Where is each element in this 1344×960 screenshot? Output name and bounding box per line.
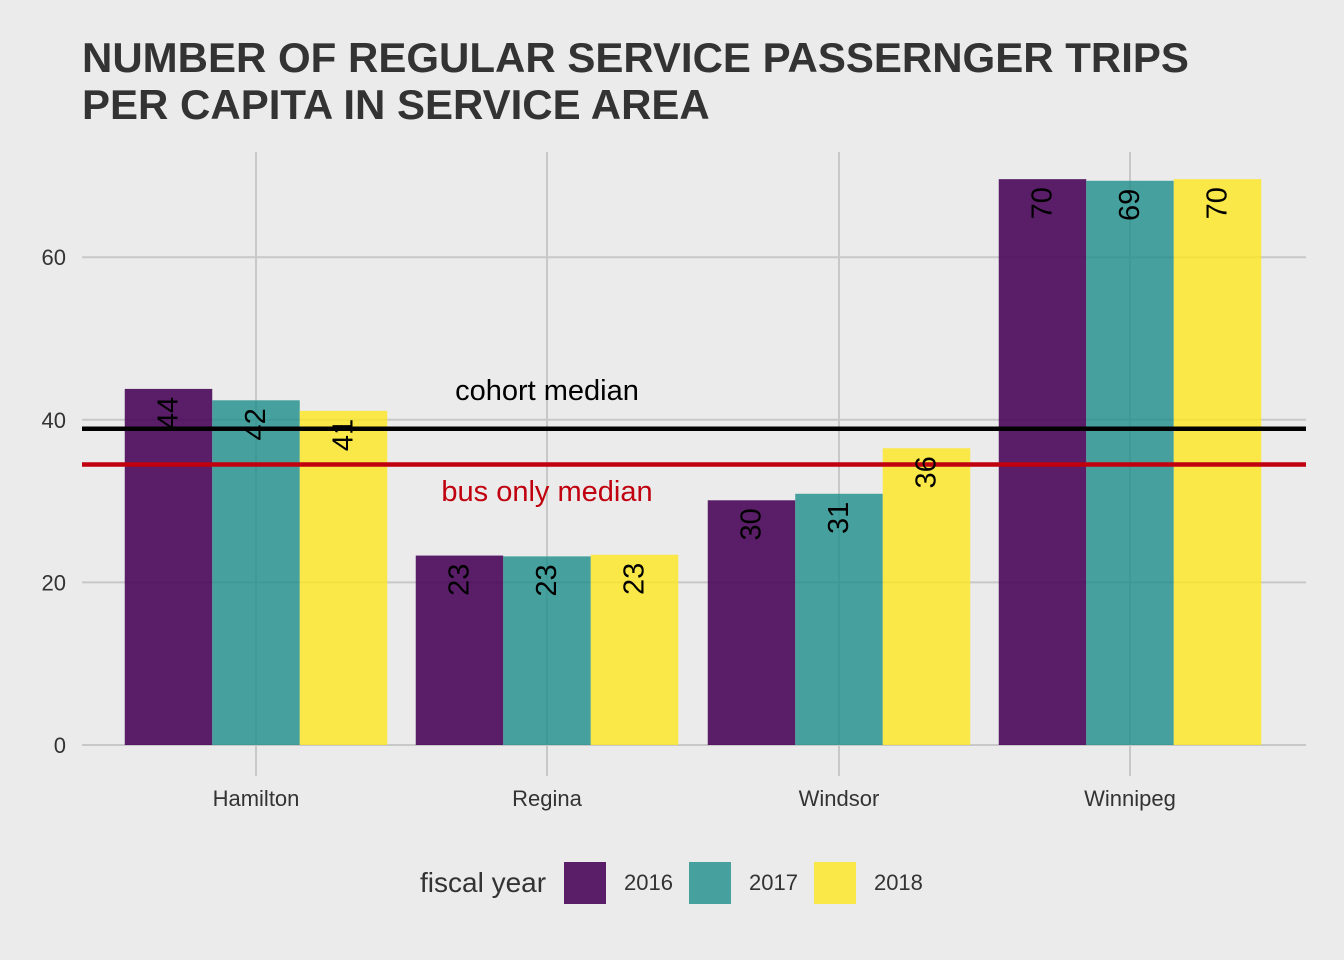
legend-item-2016: 2016	[564, 862, 673, 904]
y-tick-label-0: 0	[54, 733, 66, 758]
data-label-hamilton-2018: 41	[328, 419, 360, 451]
bar-hamilton-2016	[124, 388, 213, 745]
bar-winnipeg-2016	[998, 179, 1087, 746]
data-label-windsor-2017: 31	[823, 502, 855, 534]
data-label-winnipeg-2017: 69	[1114, 189, 1146, 221]
chart-title-line-2: PER CAPITA IN SERVICE AREA	[82, 81, 710, 128]
legend-swatch-2017	[689, 862, 731, 904]
legend-swatch-2016	[564, 862, 607, 904]
data-label-winnipeg-2016: 70	[1027, 187, 1059, 219]
chart-title: NUMBER OF REGULAR SERVICE PASSERNGER TRI…	[82, 34, 1189, 128]
x-tick-label-windsor: Windsor	[799, 786, 880, 811]
bar-regina-2016	[415, 555, 504, 745]
bar-windsor-2016	[707, 500, 796, 745]
legend-label-2016: 2016	[624, 870, 673, 895]
bar-hamilton-2017	[212, 400, 300, 745]
x-tick-label-winnipeg: Winnipeg	[1084, 786, 1176, 811]
y-tick-label-60: 60	[42, 245, 66, 270]
legend-swatch-2018	[813, 862, 856, 904]
bar-windsor-2017	[795, 493, 883, 745]
legend-label-2018: 2018	[873, 870, 923, 895]
data-label-regina-2018: 23	[619, 563, 651, 595]
data-label-regina-2017: 23	[531, 564, 563, 596]
legend-label-2017: 2017	[749, 870, 798, 895]
bar-hamilton-2018	[299, 410, 388, 745]
legend-item-2017: 2017	[689, 862, 798, 904]
y-tick-label-20: 20	[42, 570, 66, 595]
reference-label-bus-only-median: bus only median	[441, 476, 652, 508]
data-label-windsor-2018: 36	[911, 456, 943, 488]
legend-title: fiscal year	[420, 867, 547, 898]
data-label-hamilton-2016: 44	[153, 397, 185, 429]
bar-windsor-2018	[882, 448, 971, 745]
x-tick-label-hamilton: Hamilton	[213, 786, 300, 811]
bar-regina-2018	[590, 554, 679, 745]
legend: fiscal year 2016 2017 2018	[420, 862, 939, 904]
data-label-hamilton-2017: 42	[240, 408, 272, 440]
bar-regina-2017	[503, 556, 591, 745]
reference-label-cohort-median: cohort median	[455, 375, 639, 407]
y-tick-label-40: 40	[42, 408, 66, 433]
data-label-winnipeg-2018: 70	[1202, 187, 1234, 219]
data-label-regina-2016: 23	[444, 564, 476, 596]
legend-item-2018: 2018	[813, 862, 923, 904]
bar-winnipeg-2018	[1173, 179, 1262, 746]
data-label-windsor-2016: 30	[736, 508, 768, 540]
chart-title-line-1: NUMBER OF REGULAR SERVICE PASSERNGER TRI…	[82, 34, 1189, 81]
x-tick-label-regina: Regina	[512, 786, 582, 811]
